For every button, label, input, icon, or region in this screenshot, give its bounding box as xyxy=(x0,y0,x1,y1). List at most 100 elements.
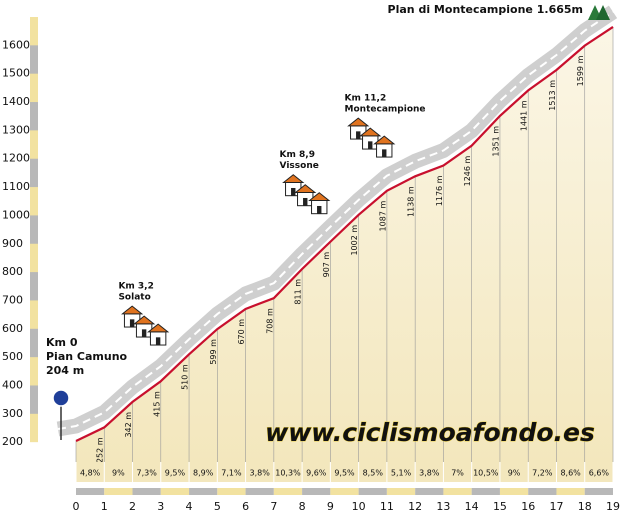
elevation-label: 1002 m xyxy=(350,225,359,256)
town-name: Vissone xyxy=(280,161,319,171)
gradient-cell xyxy=(415,462,443,482)
axis-band xyxy=(302,488,331,495)
elevation-label: 1246 m xyxy=(463,155,472,186)
axis-band xyxy=(76,488,105,495)
axis-band xyxy=(358,488,387,495)
x-tick-label: 6 xyxy=(242,500,249,513)
axis-band xyxy=(330,488,359,495)
gradient-label: 6,6% xyxy=(589,469,610,478)
town-name: Montecampione xyxy=(345,104,426,114)
elevation-label: 708 m xyxy=(265,308,274,334)
gradient-label: 5,1% xyxy=(391,469,412,478)
gradient-cell xyxy=(161,462,189,482)
axis-band xyxy=(104,488,133,495)
gradient-cell xyxy=(330,462,359,482)
house-door xyxy=(356,131,361,140)
gradient-label: 9% xyxy=(112,469,125,478)
elevation-label: 599 m xyxy=(209,339,218,365)
gradient-label: 9,6% xyxy=(306,469,327,478)
axis-band xyxy=(30,158,38,188)
gradient-cell xyxy=(528,462,556,482)
layer: 2003004005006007008009001000110012001300… xyxy=(2,5,620,513)
gradient-label: 9,5% xyxy=(334,469,355,478)
gradient-label: 10,3% xyxy=(275,469,301,478)
profile-area xyxy=(76,26,613,463)
axis-band xyxy=(499,488,529,495)
elevation-label: 670 m xyxy=(237,319,246,345)
house-door xyxy=(317,205,322,214)
x-tick-label: 14 xyxy=(465,500,479,513)
house-roof xyxy=(133,315,156,325)
axis-band xyxy=(30,102,38,131)
gradient-label: 3,8% xyxy=(419,469,440,478)
x-tick-label: 5 xyxy=(214,500,221,513)
elevation-label: 811 m xyxy=(294,279,303,305)
gradient-label: 8,6% xyxy=(560,469,581,478)
town-icon xyxy=(282,174,331,215)
axis-band xyxy=(556,488,585,495)
y-tick-label: 600 xyxy=(2,322,23,335)
x-tick-label: 3 xyxy=(157,500,164,513)
gradient-cell xyxy=(359,462,387,482)
house-roof xyxy=(294,184,317,193)
start-km: Km 0 xyxy=(46,336,78,349)
x-tick-label: 9 xyxy=(327,500,334,513)
gradient-label: 7,2% xyxy=(532,469,553,478)
y-tick-label: 1100 xyxy=(2,180,30,193)
y-tick-label: 1500 xyxy=(2,67,30,80)
elevation-label: 1176 m xyxy=(435,175,444,206)
x-tick-label: 7 xyxy=(270,500,277,513)
elevation-label: 1599 m xyxy=(576,55,585,86)
gradient-label: 7,3% xyxy=(136,469,157,478)
x-tick-label: 13 xyxy=(436,500,450,513)
gradient-cell xyxy=(500,462,528,482)
axis-band xyxy=(30,385,38,414)
y-tick-label: 1600 xyxy=(2,38,30,51)
gradient-cell xyxy=(217,462,246,482)
axis-band xyxy=(189,488,218,495)
profile-line xyxy=(75,26,614,443)
y-tick-label: 300 xyxy=(2,407,23,420)
x-tick-label: 10 xyxy=(352,500,366,513)
road-dash xyxy=(57,11,614,431)
x-tick-label: 8 xyxy=(299,500,306,513)
house-roof xyxy=(359,127,382,137)
town-icon xyxy=(121,305,170,346)
house-door xyxy=(129,319,135,328)
axis-band xyxy=(471,488,500,495)
axis-band xyxy=(386,488,416,495)
axis-band xyxy=(217,488,246,495)
finish-elevation: 1.665m xyxy=(537,3,583,16)
axis-band xyxy=(528,488,557,495)
gradient-cell xyxy=(189,462,217,482)
gradient-label: 10,5% xyxy=(473,469,499,478)
x-tick-label: 19 xyxy=(606,500,620,513)
gradient-cell xyxy=(387,462,415,482)
elevation-label: 415 m xyxy=(152,391,161,417)
start-name: Pian Camuno xyxy=(46,350,128,363)
x-tick-label: 0 xyxy=(73,500,80,513)
house-door xyxy=(291,187,296,196)
axis-band xyxy=(30,45,38,74)
x-tick-label: 11 xyxy=(380,500,394,513)
gradient-cell xyxy=(585,462,613,482)
x-tick-label: 15 xyxy=(493,500,507,513)
elevation-label: 1441 m xyxy=(520,100,529,131)
gradient-cell xyxy=(133,462,161,482)
gradient-label: 4,8% xyxy=(80,469,101,478)
house-roof xyxy=(121,305,144,315)
house-roof xyxy=(373,135,396,145)
gradient-label: 7,1% xyxy=(221,469,242,478)
axis-band xyxy=(30,215,38,244)
tree xyxy=(596,5,610,20)
gradient-cell xyxy=(274,462,302,482)
x-tick-label: 16 xyxy=(521,500,535,513)
gradient-label: 8,9% xyxy=(193,469,214,478)
y-tick-label: 1200 xyxy=(2,152,30,165)
elevation-label: 1513 m xyxy=(548,80,557,111)
gradient-cell xyxy=(246,462,274,482)
y-tick-label: 500 xyxy=(2,350,23,363)
x-tick-label: 2 xyxy=(129,500,136,513)
gradient-label: 8,5% xyxy=(363,469,384,478)
y-tick-label: 900 xyxy=(2,237,23,250)
